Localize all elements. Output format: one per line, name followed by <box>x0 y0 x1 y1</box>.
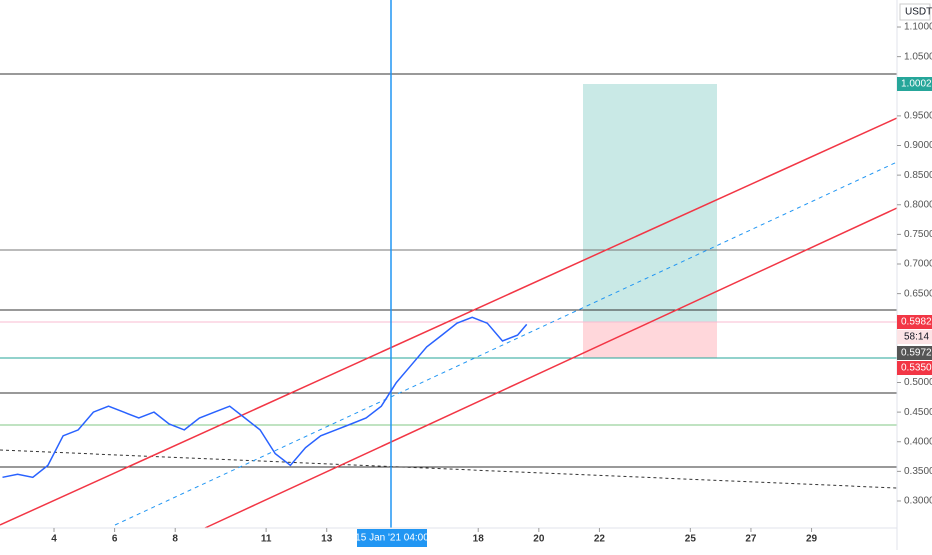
y-tick-label: 0.9000 <box>904 140 932 151</box>
price-tag <box>897 315 932 329</box>
x-tick-label: 8 <box>172 534 178 545</box>
price-label: 0.5982 <box>901 317 932 328</box>
x-tick-label: 13 <box>321 534 333 545</box>
y-tick-label: 0.4500 <box>904 407 932 418</box>
y-tick-label: 0.8500 <box>904 170 932 181</box>
price-tag <box>897 77 932 91</box>
y-tick-label: 0.8000 <box>904 199 932 210</box>
y-tick-label: 0.3500 <box>904 466 932 477</box>
y-tick-label: 0.4000 <box>904 436 932 447</box>
price-tag <box>897 361 932 375</box>
x-tick-label: 4 <box>51 534 57 545</box>
price-tag <box>897 346 932 360</box>
x-tick-label: 25 <box>685 534 697 545</box>
price-label: 0.5972 <box>901 348 932 359</box>
x-tick-label: 27 <box>745 534 757 545</box>
currency: USDT <box>905 7 932 18</box>
y-tick-label: 0.7500 <box>904 229 932 240</box>
target-zone <box>583 84 717 322</box>
price-label: 1.0002 <box>901 79 932 90</box>
x-tick-label: 18 <box>473 534 485 545</box>
currency-box <box>899 3 931 21</box>
x-tick-label: 20 <box>533 534 545 545</box>
y-tick-label: 0.7000 <box>904 259 932 270</box>
crosshair-label: 15 Jan '21 04:00 <box>355 533 429 544</box>
x-tick-label: 22 <box>594 534 606 545</box>
channel-upper <box>0 117 898 526</box>
y-tick-label: 0.3000 <box>904 496 932 507</box>
y-tick-label: 0.9500 <box>904 111 932 122</box>
plot <box>2 316 528 479</box>
stop-zone <box>583 322 717 358</box>
crosshair-tag <box>357 529 427 547</box>
y-tick-label: 0.5000 <box>904 377 932 388</box>
price-line <box>2 316 528 479</box>
y-tick-label: 0.6500 <box>904 288 932 299</box>
price-tag <box>897 330 932 344</box>
price-label: 0.5350 <box>901 363 932 374</box>
channel-lower <box>204 207 898 529</box>
x-tick-label: 6 <box>112 534 118 545</box>
y-tick-label: 1.1000 <box>904 22 932 33</box>
y-tick-label: 1.0500 <box>904 51 932 62</box>
countdown: 58:14 <box>904 332 929 343</box>
x-tick-label: 11 <box>261 534 272 545</box>
x-tick-label: 29 <box>806 534 818 545</box>
drawings <box>0 0 898 529</box>
